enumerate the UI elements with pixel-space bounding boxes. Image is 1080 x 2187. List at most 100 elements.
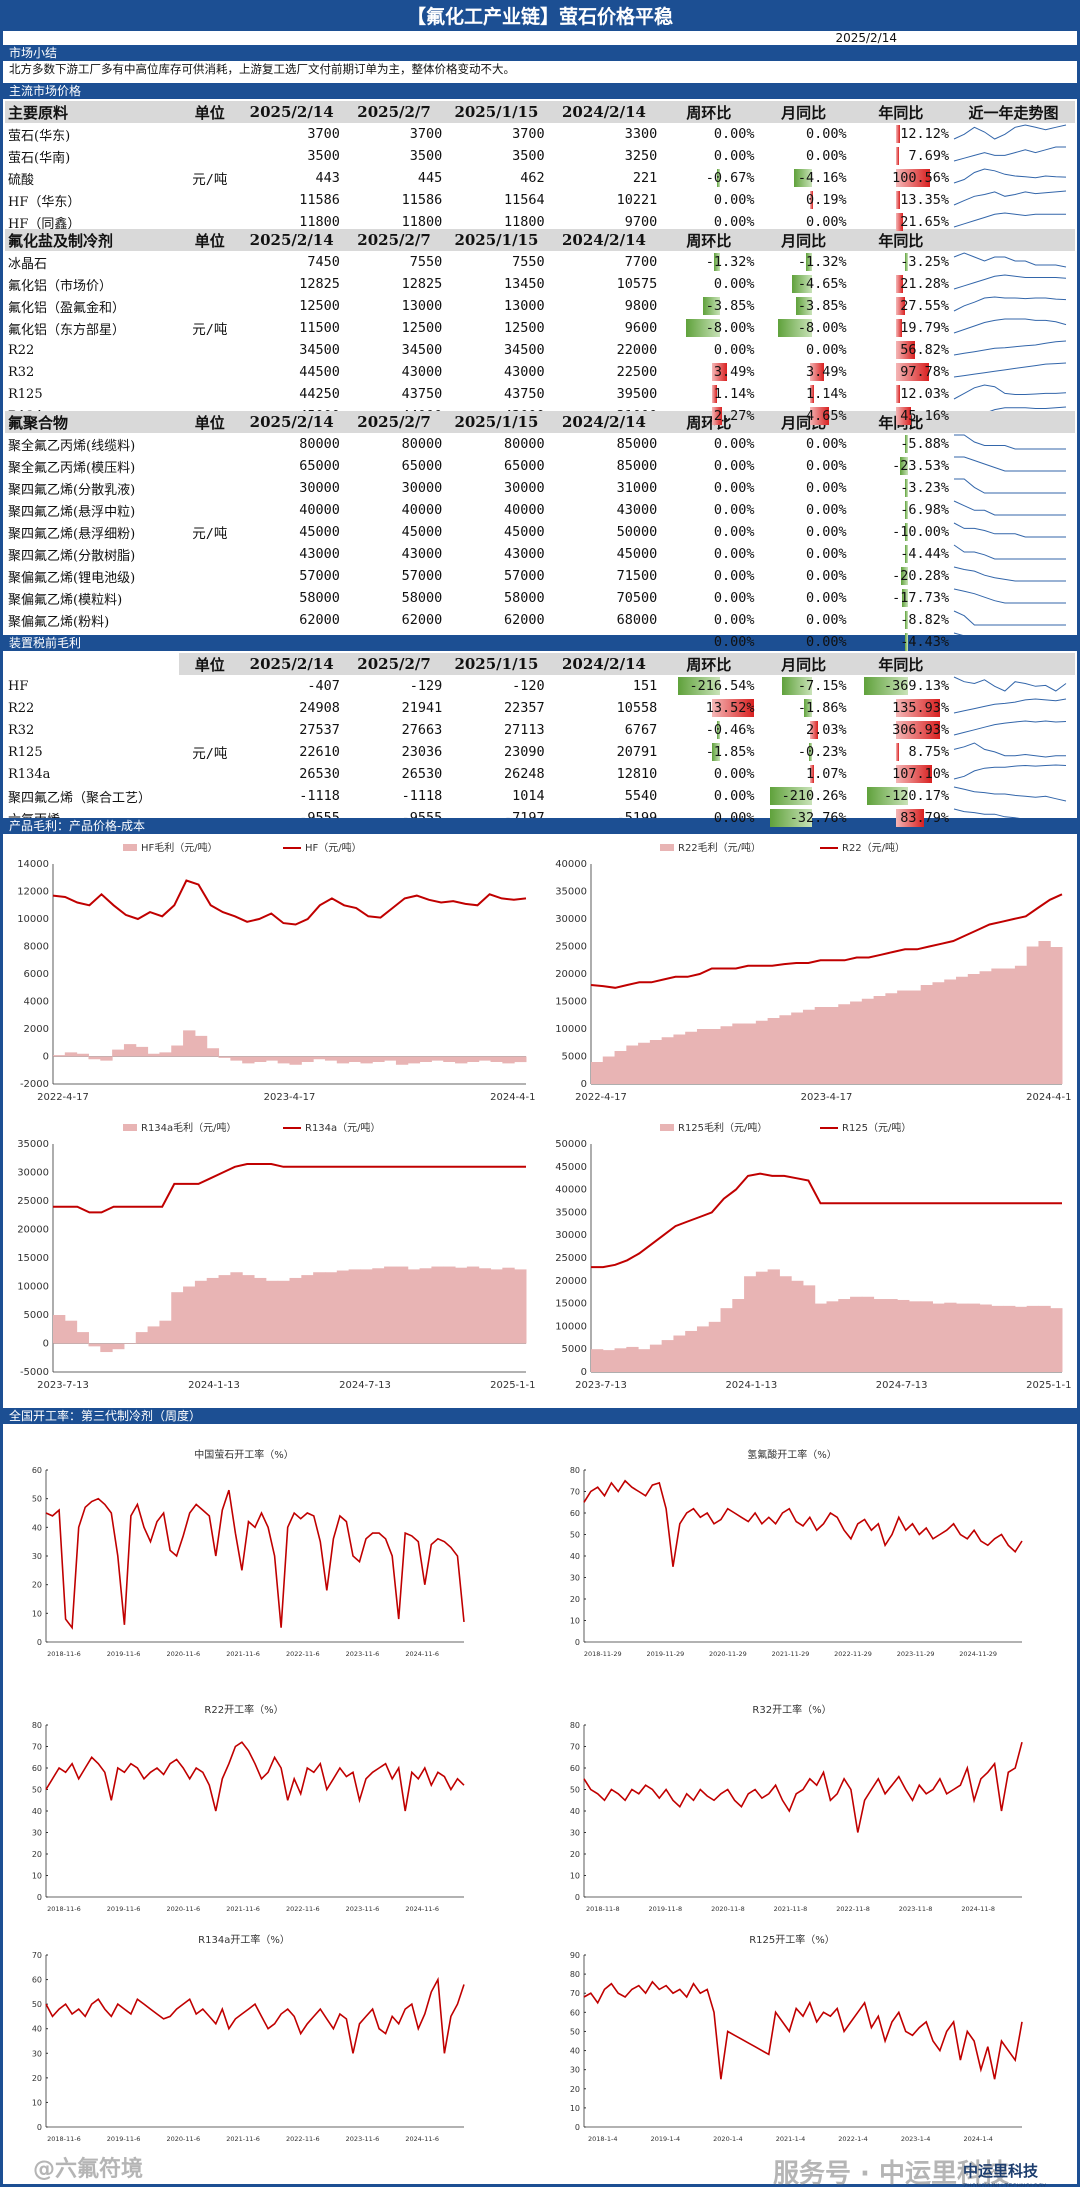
legend-price: R125（元/吨） bbox=[842, 1121, 911, 1134]
margin-bar bbox=[614, 1051, 627, 1084]
value-cell: 12500 bbox=[504, 320, 545, 336]
y-tick-label: 12000 bbox=[17, 887, 49, 898]
column-header: 年同比 bbox=[849, 653, 953, 675]
x-tick-label: 2020-11-6 bbox=[167, 1905, 201, 1913]
y-tick-label: 30 bbox=[570, 1574, 580, 1583]
change-text: 0.00% bbox=[713, 766, 755, 782]
change-text: 13.52% bbox=[705, 700, 755, 716]
change-bar bbox=[895, 363, 929, 381]
y-tick-label: 50 bbox=[570, 2027, 580, 2036]
column-header: 2024/2/14 bbox=[547, 653, 661, 675]
change-cell: 0.00% bbox=[660, 433, 757, 455]
change-cell: 135.93% bbox=[850, 697, 952, 719]
sparkline bbox=[953, 318, 1067, 334]
change-cell: 0.00% bbox=[660, 521, 757, 543]
value-cell: 30000 bbox=[504, 480, 545, 496]
unit-header: 单位 bbox=[179, 653, 241, 675]
column-header: 2025/1/15 bbox=[445, 653, 548, 675]
table-row: 聚全氟乙丙烯(线缆料) 80000 80000 80000 85000 0.00% 0.00… bbox=[5, 433, 1075, 455]
change-cell: 306.93% bbox=[850, 719, 952, 741]
x-tick-label: 2023-11-6 bbox=[346, 2135, 380, 2143]
change-text: 0.00% bbox=[713, 214, 755, 230]
chart-r125-margin: R125毛利（元/吨） R125（元/吨） 0 5000 10000 15000 20000… bbox=[545, 1115, 1073, 1395]
sparkline-path bbox=[953, 786, 1067, 802]
y-tick-label: 20 bbox=[32, 2074, 42, 2083]
value-cell: 30000 bbox=[299, 480, 340, 496]
change-text: -3.25% bbox=[900, 254, 950, 270]
change-bar bbox=[769, 809, 812, 827]
change-bar bbox=[905, 479, 909, 497]
value-cell: 20791 bbox=[616, 744, 658, 760]
y-tick-label: 50 bbox=[32, 2000, 42, 2009]
legend-swatch-margin bbox=[123, 844, 137, 851]
sparkline bbox=[953, 566, 1067, 582]
margin-bar bbox=[791, 1012, 804, 1084]
value-cell: 43000 bbox=[401, 364, 443, 380]
legend-margin: R134a毛利（元/吨） bbox=[141, 1121, 237, 1134]
x-tick-label: 2019-11-6 bbox=[107, 1650, 141, 1658]
x-tick-label: 2022-11-29 bbox=[834, 1650, 872, 1658]
y-tick-label: 30000 bbox=[17, 1168, 49, 1179]
change-text: 1.14% bbox=[713, 386, 755, 402]
row-name: R22 bbox=[8, 700, 35, 716]
legend-price: R134a（元/吨） bbox=[305, 1121, 381, 1134]
margin-bar bbox=[979, 971, 992, 1084]
margin-bar bbox=[348, 1056, 361, 1062]
change-text: 0.00% bbox=[806, 458, 847, 474]
change-cell: 0.00% bbox=[758, 455, 850, 477]
change-cell: 0.00% bbox=[660, 339, 757, 361]
y-tick-label: 80 bbox=[570, 1970, 580, 1979]
margin-bar bbox=[206, 1048, 220, 1057]
change-bar bbox=[809, 191, 813, 209]
trend-cell bbox=[952, 587, 1075, 609]
trend-cell bbox=[952, 189, 1075, 211]
unit-header: 单位 bbox=[179, 411, 241, 433]
change-cell: 107.10% bbox=[850, 763, 952, 785]
unit-cell: 元/吨 bbox=[192, 172, 228, 188]
x-tick-label: 2024-4-17 bbox=[490, 1092, 537, 1103]
x-tick-label: 2024-11-8 bbox=[961, 1905, 995, 1913]
change-cell: 0.00% bbox=[660, 785, 757, 807]
margin-bar bbox=[348, 1269, 361, 1344]
change-bar bbox=[769, 787, 812, 805]
value-cell: 22500 bbox=[616, 364, 658, 380]
value-cell: 11564 bbox=[504, 192, 545, 208]
value-cell: 50000 bbox=[616, 524, 658, 540]
unit-cell bbox=[179, 339, 240, 361]
x-tick-label: 2024-11-6 bbox=[405, 2135, 439, 2143]
change-bar bbox=[895, 147, 899, 165]
margin-bar bbox=[88, 1343, 101, 1347]
sparkline-path bbox=[953, 318, 1067, 334]
change-cell: 7.69% bbox=[850, 145, 952, 167]
row-name: HF bbox=[8, 678, 29, 694]
change-cell: -210.26% bbox=[758, 785, 850, 807]
y-tick-label: 25000 bbox=[555, 942, 587, 953]
value-cell: 44500 bbox=[299, 364, 340, 380]
table-row: R32 27537 27663 27113 6767 -0.46% 2.03% 306.93% bbox=[5, 719, 1075, 741]
value-cell: 80000 bbox=[299, 436, 340, 452]
margin-bar bbox=[218, 1275, 231, 1344]
value-cell: 85000 bbox=[616, 458, 658, 474]
sparkline-path bbox=[953, 190, 1067, 206]
utilization-line bbox=[583, 1741, 1023, 1833]
change-text: -1.32% bbox=[797, 254, 847, 270]
change-cell: -0.23% bbox=[758, 741, 850, 763]
sparkline bbox=[953, 764, 1067, 780]
value-cell: 71500 bbox=[616, 568, 658, 584]
value-cell: 22000 bbox=[616, 342, 658, 358]
x-tick-label: 2024-1-13 bbox=[188, 1380, 240, 1391]
margin-bar bbox=[147, 1326, 160, 1344]
x-tick-label: 2020-11-8 bbox=[711, 1905, 745, 1913]
unit-cell bbox=[179, 763, 240, 785]
x-tick-label: 2020-11-6 bbox=[167, 1650, 201, 1658]
change-cell: -4.43% bbox=[850, 631, 952, 653]
margin-bar bbox=[744, 1276, 757, 1372]
sparkline bbox=[954, 362, 1067, 378]
sparkline bbox=[954, 456, 1067, 472]
change-bar bbox=[716, 169, 720, 187]
utilization-line bbox=[45, 1976, 465, 2054]
change-bar bbox=[905, 435, 909, 453]
margin-bar bbox=[265, 1280, 279, 1344]
value-cell: 62000 bbox=[504, 612, 545, 628]
